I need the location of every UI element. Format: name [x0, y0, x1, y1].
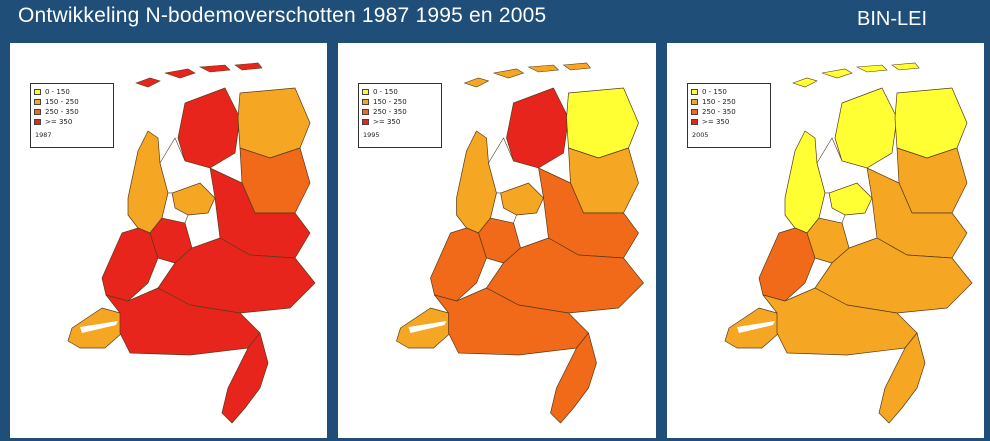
markermeer-water: [161, 192, 189, 224]
markermeer-water: [818, 192, 846, 224]
region-overijssel: [538, 167, 639, 259]
legend-item: 150 - 250: [691, 97, 770, 106]
wadden-island: [234, 62, 263, 71]
map-regions: [67, 62, 316, 424]
map-legend: 0 - 150 150 - 250 250 - 350 >= 350 2005: [687, 83, 771, 148]
map-regions: [396, 62, 644, 424]
estuary-water: [408, 321, 447, 333]
legend-item: 150 - 250: [34, 97, 113, 106]
region-groningen: [894, 87, 968, 159]
legend-item: >= 350: [34, 117, 113, 126]
legend-item: 150 - 250: [362, 97, 441, 106]
legend-item: 0 - 150: [34, 87, 113, 96]
map-legend: 0 - 150 150 - 250 250 - 350 >= 350 1995: [358, 83, 442, 148]
netherlands-map-1995: [396, 62, 644, 424]
legend-item: 0 - 150: [691, 87, 770, 96]
legend-label: >= 350: [702, 117, 730, 126]
region-overijssel: [866, 167, 968, 259]
netherlands-map-2005: [724, 62, 973, 424]
map-year-label: 1987: [35, 131, 52, 139]
wadden-island: [821, 68, 853, 79]
region-groningen: [566, 87, 639, 159]
legend-item: >= 350: [362, 117, 441, 126]
legend-item: 250 - 350: [34, 107, 113, 116]
legend-swatch: [362, 88, 369, 95]
map-regions: [724, 62, 973, 424]
legend-label: 0 - 150: [373, 87, 398, 96]
region-groningen: [237, 87, 311, 159]
legend-label: 0 - 150: [45, 87, 70, 96]
map-year-label: 2005: [692, 131, 709, 139]
legend-label: >= 350: [373, 117, 401, 126]
region-limburg: [550, 332, 597, 424]
legend-swatch: [362, 98, 369, 105]
legend-swatch: [34, 88, 41, 95]
region-zuidholland: [758, 227, 816, 302]
map-year-label: 1995: [363, 131, 380, 139]
legend-label: >= 350: [45, 117, 73, 126]
legend-swatch: [691, 88, 698, 95]
wadden-island: [527, 64, 560, 73]
region-overijssel: [209, 167, 311, 259]
region-limburg: [878, 332, 926, 424]
legend-swatch: [691, 108, 698, 115]
legend-label: 250 - 350: [45, 107, 79, 116]
wadden-island: [463, 77, 490, 88]
legend-swatch: [34, 98, 41, 105]
wadden-island: [792, 77, 818, 88]
estuary-water: [80, 321, 118, 333]
region-friesland: [506, 87, 569, 169]
legend-swatch: [362, 118, 369, 125]
legend-item: 250 - 350: [362, 107, 441, 116]
map-legend: 0 - 150 150 - 250 250 - 350 >= 350 1987: [30, 83, 114, 148]
region-zuidholland: [430, 227, 487, 302]
wadden-island: [493, 68, 525, 79]
legend-label: 250 - 350: [373, 107, 407, 116]
legend-label: 0 - 150: [702, 87, 727, 96]
region-zuidholland: [101, 227, 159, 302]
netherlands-map-1987: [67, 62, 316, 424]
wadden-island: [562, 62, 592, 71]
wadden-island: [891, 62, 920, 71]
legend-swatch: [691, 98, 698, 105]
legend-swatch: [691, 118, 698, 125]
legend-label: 150 - 250: [45, 97, 79, 106]
region-friesland: [177, 87, 241, 169]
map-panel-1987: 0 - 150 150 - 250 250 - 350 >= 350 1987: [10, 43, 327, 438]
legend-item: >= 350: [691, 117, 770, 126]
legend-label: 250 - 350: [702, 107, 736, 116]
legend-swatch: [34, 108, 41, 115]
legend-item: 250 - 350: [691, 107, 770, 116]
map-panel-1995: 0 - 150 150 - 250 250 - 350 >= 350 1995: [338, 43, 656, 438]
wadden-island: [855, 64, 888, 73]
legend-label: 150 - 250: [373, 97, 407, 106]
brand-label: BIN-LEI: [857, 8, 928, 30]
estuary-water: [737, 321, 775, 333]
wadden-island: [198, 64, 231, 73]
region-friesland: [834, 87, 898, 169]
region-limburg: [221, 332, 269, 424]
markermeer-water: [490, 192, 517, 224]
wadden-island: [135, 77, 161, 88]
map-panel-2005: 0 - 150 150 - 250 250 - 350 >= 350 2005: [667, 43, 984, 438]
legend-item: 0 - 150: [362, 87, 441, 96]
page-title: Ontwikkeling N-bodemoverschotten 1987 19…: [18, 4, 547, 27]
legend-label: 150 - 250: [702, 97, 736, 106]
wadden-island: [164, 68, 196, 79]
legend-swatch: [34, 118, 41, 125]
legend-swatch: [362, 108, 369, 115]
